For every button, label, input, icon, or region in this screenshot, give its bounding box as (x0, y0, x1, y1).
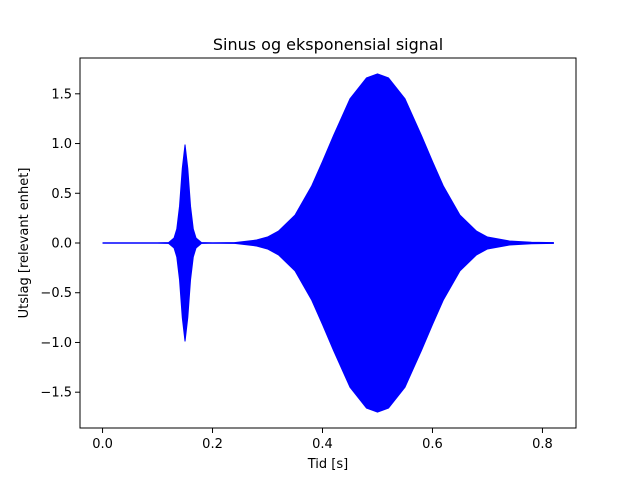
x-tick-label: 0.8 (532, 437, 553, 452)
plot-area (102, 73, 554, 413)
x-tick-label: 0.4 (312, 437, 333, 452)
x-tick-label: 0.6 (422, 437, 443, 452)
x-tick-label: 0.2 (202, 437, 223, 452)
y-tick-label: 0.0 (51, 237, 72, 252)
y-tick-label: 1.5 (51, 87, 72, 102)
chart-title: Sinus og eksponensial signal (213, 35, 443, 54)
x-tick-label: 0.0 (92, 437, 113, 452)
y-tick-label: −0.5 (40, 286, 72, 301)
axes-frame (79, 57, 577, 429)
x-axis: 0.0 0.2 0.4 0.6 0.8 (92, 428, 553, 452)
y-tick-label: −1.5 (40, 386, 72, 401)
y-axis: −1.5 −1.0 −0.5 0.0 0.5 1.0 1.5 (40, 87, 80, 401)
y-tick-label: −1.0 (40, 336, 72, 351)
y-tick-label: 0.5 (51, 187, 72, 202)
x-axis-label: Tid [s] (307, 457, 348, 472)
y-axis-label: Utslag [relevant enhet] (17, 168, 32, 319)
y-tick-label: 1.0 (51, 137, 72, 152)
